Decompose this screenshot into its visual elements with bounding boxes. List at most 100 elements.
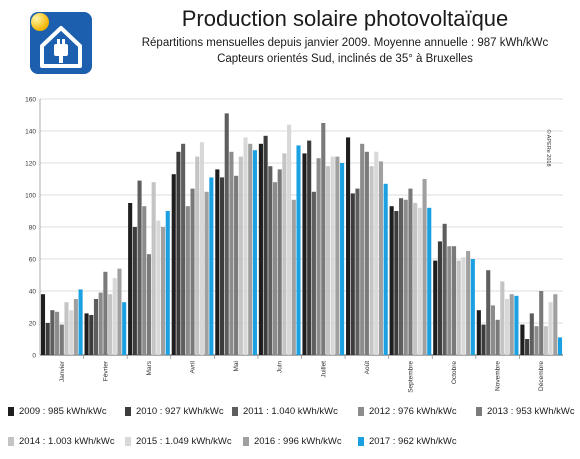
- legend-swatch: [125, 436, 131, 446]
- bar-novembre-0: [476, 310, 481, 355]
- bar-mars-7: [161, 227, 166, 355]
- y-tick-label: 20: [29, 321, 37, 328]
- bar-février-5: [108, 294, 113, 355]
- bar-octobre-1: [437, 241, 442, 355]
- legend-item: 2014 : 1.003 kWh/kWc: [8, 434, 115, 448]
- bar-janvier-2: [50, 310, 55, 355]
- legend-item: 2011 : 1.040 kWh/kWc: [232, 404, 338, 418]
- bar-novembre-6: [504, 299, 510, 355]
- bar-juin-1: [263, 135, 268, 355]
- bar-janvier-0: [40, 294, 46, 355]
- bar-juillet-0: [302, 153, 307, 355]
- x-tick-label: Avril: [190, 360, 197, 373]
- bar-juillet-3: [316, 158, 321, 355]
- bar-janvier-1: [45, 323, 50, 355]
- chart-title: Production solaire photovoltaïque: [181, 6, 509, 31]
- x-tick-label: Janvier: [59, 360, 66, 382]
- bar-janvier-4: [59, 324, 64, 355]
- bar-décembre-8: [557, 337, 563, 355]
- bar-octobre-6: [461, 257, 466, 355]
- bar-janvier-5: [64, 302, 69, 355]
- legend-label: 2017 : 962 kWh/kWc: [369, 435, 457, 447]
- bar-janvier-3: [55, 311, 60, 355]
- legend-swatch: [358, 436, 364, 446]
- chart-subtitle: Répartitions mensuelles depuis janvier 2…: [141, 37, 549, 49]
- bar-juillet-8: [340, 163, 345, 355]
- bar-juin-0: [258, 143, 263, 355]
- chart-legend: 2009 : 985 kWh/kWc 2010 : 927 kWh/kWc 2011…: [0, 402, 580, 458]
- bar-février-1: [89, 315, 94, 355]
- chart-axes: 0 20 40 60 80 100 120 140 160 Janvier Février Mars A…: [25, 97, 545, 393]
- bar-juin-5: [282, 153, 287, 355]
- bar-octobre-8: [470, 259, 475, 355]
- bar-juillet-5: [325, 166, 331, 355]
- x-tick-label: Février: [102, 360, 109, 381]
- x-tick-label: Septembre: [407, 361, 414, 393]
- x-tick-label: Novembre: [495, 361, 502, 391]
- bar-août-0: [346, 137, 351, 355]
- chart-subtitle-location: Capteurs orientés Sud, inclinés de 35° à…: [217, 53, 473, 65]
- bar-juillet-6: [330, 156, 335, 355]
- bar-décembre-3: [534, 326, 539, 355]
- bar-mai-2: [224, 113, 229, 356]
- bar-mai-5: [238, 156, 243, 355]
- bar-août-7: [378, 161, 384, 355]
- bar-octobre-3: [447, 246, 452, 355]
- logo: [30, 12, 92, 74]
- bar-juin-6: [287, 124, 292, 355]
- bar-mai-8: [252, 150, 257, 355]
- legend-swatch: [8, 406, 14, 416]
- y-tick-label: 0: [32, 353, 36, 360]
- bar-novembre-5: [500, 281, 505, 355]
- bar-octobre-2: [442, 223, 447, 355]
- legend-item: 2012 : 976 kWh/kWc: [358, 404, 457, 418]
- bar-septembre-7: [422, 179, 427, 355]
- bar-octobre-0: [433, 260, 438, 355]
- legend-label: 2014 : 1.003 kWh/kWc: [19, 435, 115, 447]
- chart-bars: [40, 113, 563, 356]
- bar-août-8: [383, 183, 388, 355]
- x-tick-label: Juin: [277, 361, 284, 373]
- legend-label: 2009 : 985 kWh/kWc: [19, 405, 107, 417]
- legend-label: 2011 : 1.040 kWh/kWc: [243, 405, 338, 417]
- legend-swatch: [358, 406, 364, 416]
- bar-avril-5: [195, 156, 200, 355]
- bar-avril-0: [171, 174, 176, 355]
- bar-décembre-6: [548, 302, 553, 355]
- bar-mars-4: [146, 254, 152, 355]
- x-tick-label: Mai: [233, 361, 240, 371]
- bar-juin-2: [268, 166, 273, 355]
- bar-novembre-3: [490, 305, 495, 355]
- legend-item: 2017 : 962 kWh/kWc: [358, 434, 457, 448]
- bar-juin-8: [296, 145, 301, 355]
- bar-avril-1: [176, 151, 181, 355]
- bar-septembre-1: [394, 211, 399, 355]
- bar-février-2: [93, 299, 99, 355]
- bar-juillet-7: [335, 156, 340, 355]
- bar-août-4: [364, 151, 369, 355]
- bar-octobre-5: [456, 260, 461, 355]
- bar-avril-8: [209, 177, 214, 355]
- bar-novembre-7: [509, 294, 514, 355]
- bar-chart: 0 20 40 60 80 100 120 140 160 Janvier Février Mars A…: [25, 97, 563, 393]
- legend-label: 2010 : 927 kWh/kWc: [136, 405, 224, 417]
- bar-décembre-7: [553, 294, 558, 355]
- bar-juin-4: [277, 169, 282, 355]
- legend-label: 2013 : 953 kWh/kWc: [487, 405, 575, 417]
- legend-swatch: [476, 406, 482, 416]
- bar-novembre-1: [481, 324, 486, 355]
- bar-mai-1: [219, 177, 225, 355]
- bar-janvier-6: [69, 310, 74, 355]
- bar-mars-1: [132, 227, 137, 355]
- legend-item: 2013 : 953 kWh/kWc: [476, 404, 575, 418]
- bar-août-3: [360, 143, 365, 355]
- bar-novembre-8: [514, 295, 519, 355]
- bar-février-3: [98, 292, 103, 355]
- bar-juillet-4: [321, 123, 326, 355]
- x-tick-label: Octobre: [451, 361, 458, 385]
- bar-décembre-5: [543, 326, 548, 355]
- bar-septembre-3: [403, 199, 408, 355]
- y-tick-label: 160: [25, 97, 36, 104]
- legend-item: 2015 : 1.049 kWh/kWc: [125, 434, 232, 448]
- bar-septembre-5: [413, 203, 418, 355]
